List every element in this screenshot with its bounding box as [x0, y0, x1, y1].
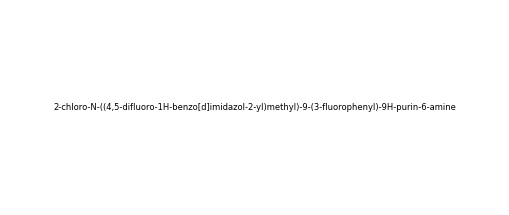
- Text: 2-chloro-N-((4,5-difluoro-1H-benzo[d]imidazol-2-yl)methyl)-9-(3-fluorophenyl)-9H: 2-chloro-N-((4,5-difluoro-1H-benzo[d]imi…: [53, 103, 456, 112]
